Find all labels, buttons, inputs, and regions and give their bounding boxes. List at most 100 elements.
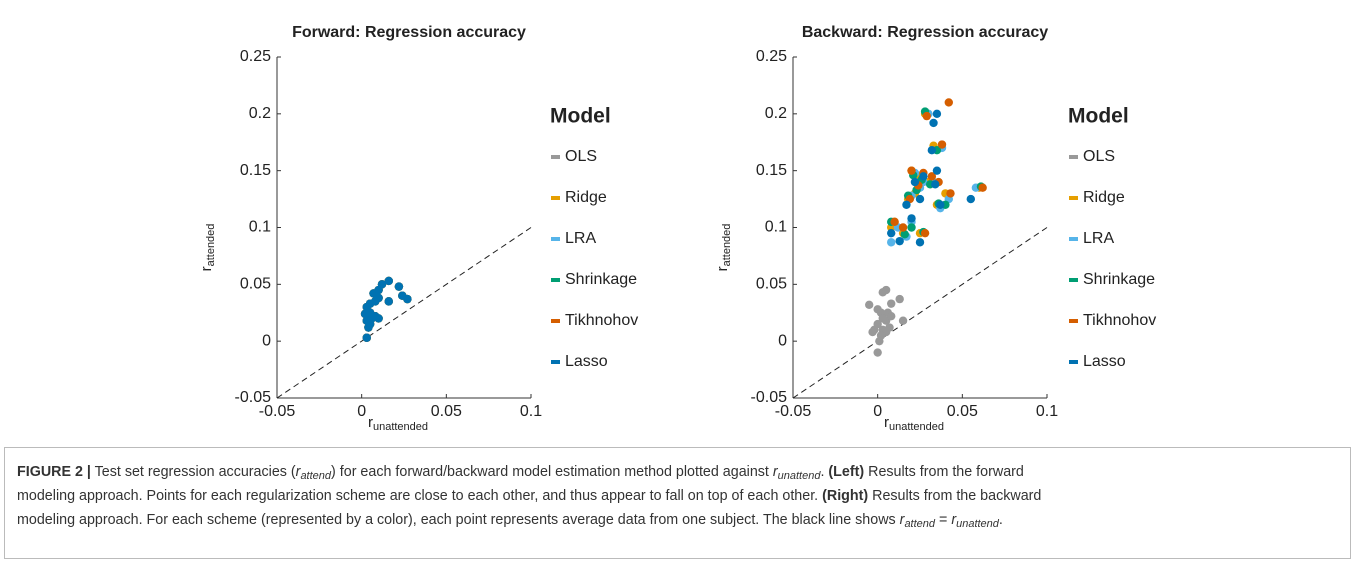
caption-text: r	[951, 512, 957, 528]
chart-title: Backward: Regression accuracy	[802, 24, 1048, 41]
point	[384, 297, 393, 306]
x-tick-label: -0.05	[775, 403, 812, 420]
point	[932, 166, 942, 175]
y-axis-label-sub: attended	[205, 224, 217, 267]
y-tick-label: 0.05	[240, 276, 271, 293]
point	[881, 285, 891, 295]
caption-text: modeling approach. For each scheme (repr…	[17, 512, 900, 528]
caption: FIGURE 2 | Test set regression accuracie…	[4, 447, 1351, 559]
y-tick-label: 0.25	[240, 48, 271, 65]
caption-text: r	[772, 464, 778, 480]
point	[887, 311, 896, 321]
caption-text: Results from the backward	[868, 488, 1042, 504]
point	[865, 300, 874, 309]
y-axis-label-main: r	[198, 266, 215, 271]
point	[868, 327, 877, 337]
y-tick-label: 0.1	[765, 219, 787, 236]
point	[384, 276, 393, 286]
legend-label: OLS	[1083, 148, 1115, 165]
x-tick-label: 0.1	[520, 403, 542, 420]
caption-text: unattend	[956, 518, 999, 530]
caption-text: .	[998, 512, 1003, 528]
caption-text: =	[935, 512, 952, 528]
point	[920, 228, 930, 238]
y-tick-label: 0.2	[249, 105, 271, 122]
point	[394, 282, 404, 291]
point	[885, 323, 894, 332]
x-axis-label-sub: unattended	[889, 421, 944, 433]
point	[915, 238, 925, 247]
point	[966, 194, 975, 204]
y-tick-label: -0.05	[751, 389, 788, 406]
point	[895, 236, 904, 246]
x-axis-label-sub: unattended	[373, 421, 428, 433]
point	[944, 98, 953, 107]
caption-line: FIGURE 2 | Test set regression accuracie…	[17, 460, 1338, 484]
caption-text: (Left)	[828, 464, 865, 480]
legend-label: Ridge	[565, 189, 607, 206]
point	[887, 299, 896, 308]
point	[890, 217, 899, 227]
point	[898, 316, 908, 325]
legend-label: Shrinkage	[565, 271, 637, 288]
point	[919, 172, 928, 181]
caption-line: modeling approach. For each scheme (repr…	[17, 508, 1338, 532]
point	[978, 183, 987, 192]
y-tick-label: 0.05	[756, 276, 787, 293]
y-tick-label: 0.15	[756, 162, 787, 179]
caption-text: Test set regression accuracies (	[90, 464, 296, 480]
point	[907, 214, 916, 223]
y-tick-label: 0.2	[765, 105, 787, 122]
point	[937, 140, 947, 149]
chart-title: Forward: Regression accuracy	[292, 24, 526, 41]
x-axis-label-main: r	[884, 414, 889, 431]
point	[895, 294, 904, 304]
legend-label: Shrinkage	[1083, 271, 1155, 288]
caption-text: attend	[300, 470, 332, 482]
point	[360, 309, 370, 319]
caption-line: modeling approach. Points for each regul…	[17, 484, 1338, 508]
caption-text: r	[295, 464, 301, 480]
y-tick-label: 0.1	[249, 219, 271, 236]
point	[946, 189, 955, 198]
x-tick-label: 0	[873, 403, 882, 420]
identity-line	[792, 227, 1048, 399]
caption-text: Results from the forward	[864, 464, 1024, 480]
point	[887, 228, 896, 238]
caption-text: ) for each forward/backward model estima…	[331, 464, 773, 480]
legend-label: Ridge	[1083, 189, 1125, 206]
legend-label: Lasso	[1083, 353, 1126, 370]
legend-title: Model	[550, 105, 611, 128]
point	[902, 200, 911, 209]
point	[362, 333, 371, 342]
x-axis-label: runattended	[368, 414, 428, 433]
point	[915, 194, 925, 204]
y-axis-label-main: r	[714, 266, 731, 271]
point	[398, 291, 407, 300]
legend-label: LRA	[1083, 230, 1114, 247]
x-tick-label: -0.05	[259, 403, 296, 420]
legend-label: Tikhnohov	[1083, 312, 1156, 329]
caption-text: unattend	[777, 470, 821, 482]
point	[927, 172, 937, 181]
x-axis-label-main: r	[368, 414, 373, 431]
point	[900, 230, 909, 239]
point	[922, 111, 931, 121]
y-axis-label: rattended	[198, 224, 217, 272]
caption-text: FIGURE 2 |	[17, 464, 91, 480]
point	[907, 223, 916, 232]
legend-label: Tikhnohov	[565, 312, 638, 329]
y-tick-label: -0.05	[235, 389, 272, 406]
y-tick-label: 0	[262, 332, 271, 349]
caption-text: modeling approach. Points for each regul…	[17, 488, 823, 504]
x-tick-label: 0.05	[947, 403, 978, 420]
point	[873, 348, 882, 357]
y-axis-label-sub: attended	[721, 224, 733, 267]
y-tick-label: 0.15	[240, 162, 271, 179]
legend-label: LRA	[565, 230, 596, 247]
point	[910, 177, 920, 187]
legend-label: Lasso	[565, 353, 608, 370]
y-tick-label: 0	[778, 332, 787, 349]
point	[887, 238, 896, 247]
point	[907, 166, 916, 175]
